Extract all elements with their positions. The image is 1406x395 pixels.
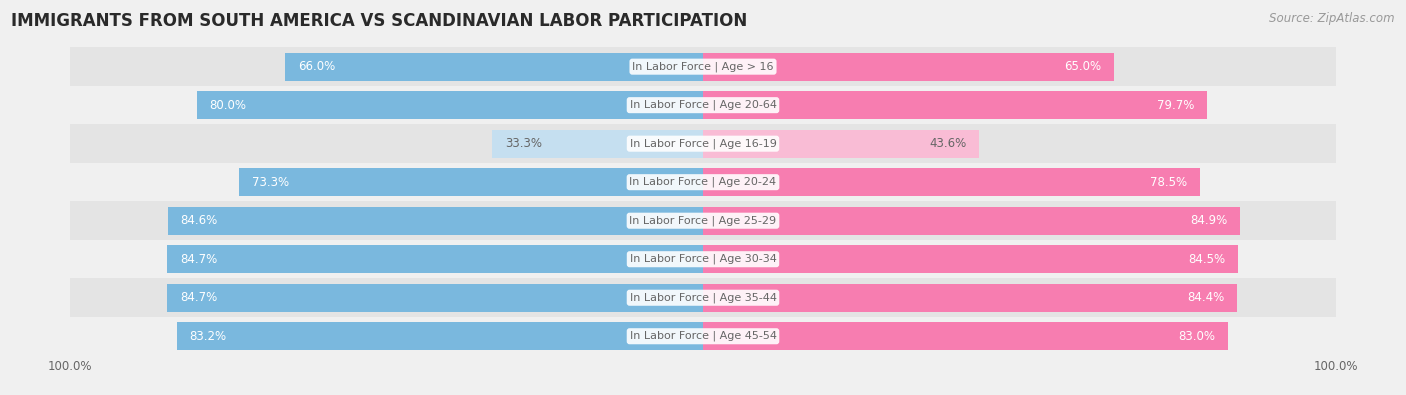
Bar xyxy=(492,130,703,158)
Bar xyxy=(703,91,1208,119)
Bar xyxy=(239,168,703,196)
Text: 84.7%: 84.7% xyxy=(180,253,217,266)
Text: 73.3%: 73.3% xyxy=(252,176,290,189)
Text: Source: ZipAtlas.com: Source: ZipAtlas.com xyxy=(1270,12,1395,25)
Text: 84.6%: 84.6% xyxy=(180,214,218,227)
Text: In Labor Force | Age 20-24: In Labor Force | Age 20-24 xyxy=(630,177,776,188)
Bar xyxy=(70,201,1336,240)
Bar xyxy=(703,245,1237,273)
Bar xyxy=(70,86,1336,124)
Text: 79.7%: 79.7% xyxy=(1157,99,1195,112)
Bar xyxy=(177,322,703,350)
Bar xyxy=(285,53,703,81)
Text: 33.3%: 33.3% xyxy=(505,137,541,150)
Text: IMMIGRANTS FROM SOUTH AMERICA VS SCANDINAVIAN LABOR PARTICIPATION: IMMIGRANTS FROM SOUTH AMERICA VS SCANDIN… xyxy=(11,12,748,30)
Bar xyxy=(70,240,1336,278)
Bar xyxy=(167,284,703,312)
Bar xyxy=(70,124,1336,163)
Text: 66.0%: 66.0% xyxy=(298,60,335,73)
Bar xyxy=(70,47,1336,86)
Bar xyxy=(703,130,979,158)
Text: 43.6%: 43.6% xyxy=(929,137,966,150)
Text: 83.2%: 83.2% xyxy=(190,330,226,343)
Bar xyxy=(703,53,1115,81)
Bar xyxy=(70,317,1336,356)
Bar xyxy=(703,207,1240,235)
Text: 78.5%: 78.5% xyxy=(1150,176,1187,189)
Bar xyxy=(703,322,1229,350)
Text: 80.0%: 80.0% xyxy=(209,99,246,112)
Bar xyxy=(70,278,1336,317)
Text: 84.4%: 84.4% xyxy=(1187,291,1225,304)
Text: 65.0%: 65.0% xyxy=(1064,60,1102,73)
Bar xyxy=(703,284,1237,312)
Bar xyxy=(167,245,703,273)
Text: In Labor Force | Age 20-64: In Labor Force | Age 20-64 xyxy=(630,100,776,111)
Bar xyxy=(197,91,703,119)
Bar xyxy=(70,163,1336,201)
Text: In Labor Force | Age 45-54: In Labor Force | Age 45-54 xyxy=(630,331,776,342)
Text: 84.9%: 84.9% xyxy=(1191,214,1227,227)
Bar xyxy=(167,207,703,235)
Text: 84.5%: 84.5% xyxy=(1188,253,1225,266)
Text: In Labor Force | Age 16-19: In Labor Force | Age 16-19 xyxy=(630,138,776,149)
Bar xyxy=(703,168,1199,196)
Text: In Labor Force | Age 25-29: In Labor Force | Age 25-29 xyxy=(630,215,776,226)
Text: In Labor Force | Age 30-34: In Labor Force | Age 30-34 xyxy=(630,254,776,265)
Text: 84.7%: 84.7% xyxy=(180,291,217,304)
Text: In Labor Force | Age 35-44: In Labor Force | Age 35-44 xyxy=(630,292,776,303)
Text: 83.0%: 83.0% xyxy=(1178,330,1215,343)
Text: In Labor Force | Age > 16: In Labor Force | Age > 16 xyxy=(633,61,773,72)
